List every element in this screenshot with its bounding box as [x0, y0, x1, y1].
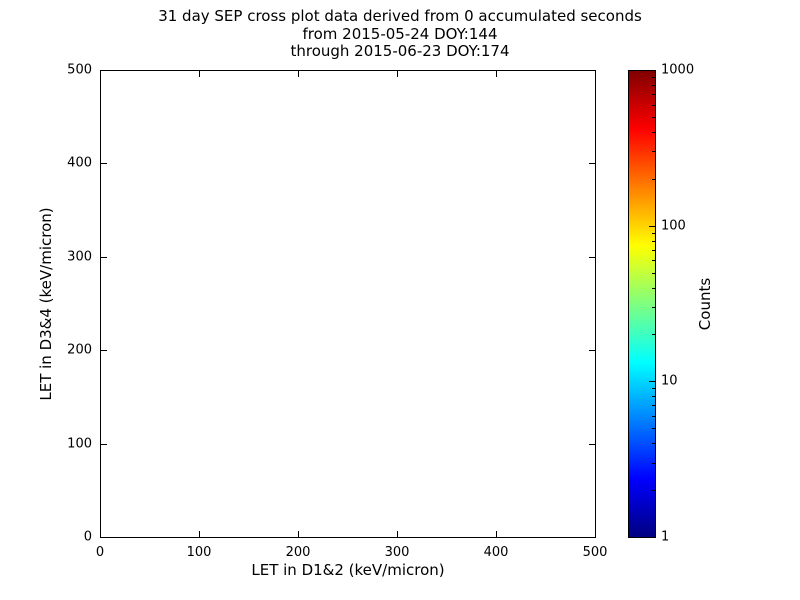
colorbar	[628, 70, 656, 538]
colorbar-minor-tick-mark	[652, 428, 655, 430]
x-tick-label: 200	[285, 545, 311, 560]
y-tick-mark	[101, 70, 107, 71]
colorbar-minor-tick-mark	[652, 388, 655, 390]
y-tick-label: 500	[67, 62, 92, 78]
colorbar-minor-tick-mark	[652, 85, 655, 87]
colorbar-tick-mark	[649, 537, 655, 538]
colorbar-minor-tick-mark	[652, 272, 655, 274]
x-axis-label: LET in D1&2 (keV/micron)	[251, 561, 445, 579]
colorbar-minor-tick-mark	[652, 462, 655, 464]
colorbar-minor-tick-mark	[652, 104, 655, 106]
chart-title-line-2: from 2015-05-24 DOY:144	[302, 24, 498, 43]
x-tick-mark-top	[397, 71, 398, 77]
x-tick-mark	[298, 531, 299, 537]
colorbar-minor-tick-mark	[652, 415, 655, 417]
x-tick-mark	[595, 531, 596, 537]
colorbar-minor-tick-mark	[652, 151, 655, 153]
colorbar-minor-tick-mark	[652, 240, 655, 242]
colorbar-minor-tick-mark	[652, 443, 655, 445]
x-tick-label: 100	[186, 545, 212, 560]
colorbar-tick-mark	[649, 70, 655, 71]
x-tick-label: 0	[95, 545, 105, 560]
y-tick-mark	[101, 443, 107, 445]
colorbar-minor-tick-mark	[652, 334, 655, 336]
colorbar-tick-mark	[649, 225, 655, 227]
colorbar-minor-tick-mark	[652, 490, 655, 492]
colorbar-minor-tick-mark	[652, 232, 655, 234]
colorbar-minor-tick-mark	[652, 287, 655, 289]
colorbar-label: Counts	[696, 277, 714, 331]
y-tick-label: 300	[67, 249, 92, 265]
y-tick-mark	[101, 163, 107, 165]
x-tick-mark-top	[199, 71, 200, 77]
y-tick-mark-right	[589, 256, 595, 258]
y-tick-mark-right	[589, 443, 595, 445]
colorbar-tick-label: 100	[661, 218, 686, 234]
x-tick-mark-top	[595, 71, 596, 77]
colorbar-minor-tick-mark	[652, 131, 655, 133]
y-tick-mark-right	[589, 350, 595, 352]
x-tick-mark	[199, 531, 200, 537]
colorbar-minor-tick-mark	[652, 405, 655, 407]
chart-title-line-3: through 2015-06-23 DOY:174	[290, 42, 510, 60]
colorbar-minor-tick-mark	[652, 307, 655, 309]
y-tick-mark	[101, 256, 107, 258]
colorbar-tick-mark	[649, 381, 655, 383]
y-tick-mark-right	[589, 163, 595, 165]
x-tick-label: 400	[483, 545, 509, 560]
x-tick-mark-top	[496, 71, 497, 77]
chart-title: 31 day SEP cross plot data derived from …	[0, 7, 800, 61]
y-tick-mark-right	[589, 537, 595, 538]
y-tick-label: 0	[83, 529, 92, 545]
y-tick-mark-right	[589, 70, 595, 71]
colorbar-minor-tick-mark	[652, 178, 655, 180]
plot-area	[100, 70, 596, 538]
colorbar-tick-label: 1000	[661, 62, 695, 78]
x-tick-mark-top	[100, 71, 101, 77]
y-axis-label: LET in D3&4 (keV/micron)	[37, 207, 55, 401]
x-tick-mark	[100, 531, 101, 537]
colorbar-minor-tick-mark	[652, 116, 655, 118]
x-tick-mark	[496, 531, 497, 537]
chart-title-line-1: 31 day SEP cross plot data derived from …	[158, 7, 642, 25]
x-tick-mark	[397, 531, 398, 537]
y-tick-label: 200	[67, 342, 92, 358]
colorbar-minor-tick-mark	[652, 77, 655, 79]
y-tick-label: 100	[67, 436, 92, 452]
y-tick-mark	[101, 350, 107, 352]
colorbar-minor-tick-mark	[652, 260, 655, 262]
x-tick-mark-top	[298, 71, 299, 77]
x-tick-label: 300	[384, 545, 410, 560]
y-tick-mark	[101, 537, 107, 538]
colorbar-minor-tick-mark	[652, 249, 655, 251]
colorbar-minor-tick-mark	[652, 396, 655, 398]
colorbar-tick-label: 10	[661, 373, 678, 389]
y-tick-label: 400	[67, 155, 92, 171]
colorbar-tick-label: 1	[661, 529, 670, 545]
colorbar-minor-tick-mark	[652, 94, 655, 96]
x-tick-label: 500	[582, 545, 608, 560]
